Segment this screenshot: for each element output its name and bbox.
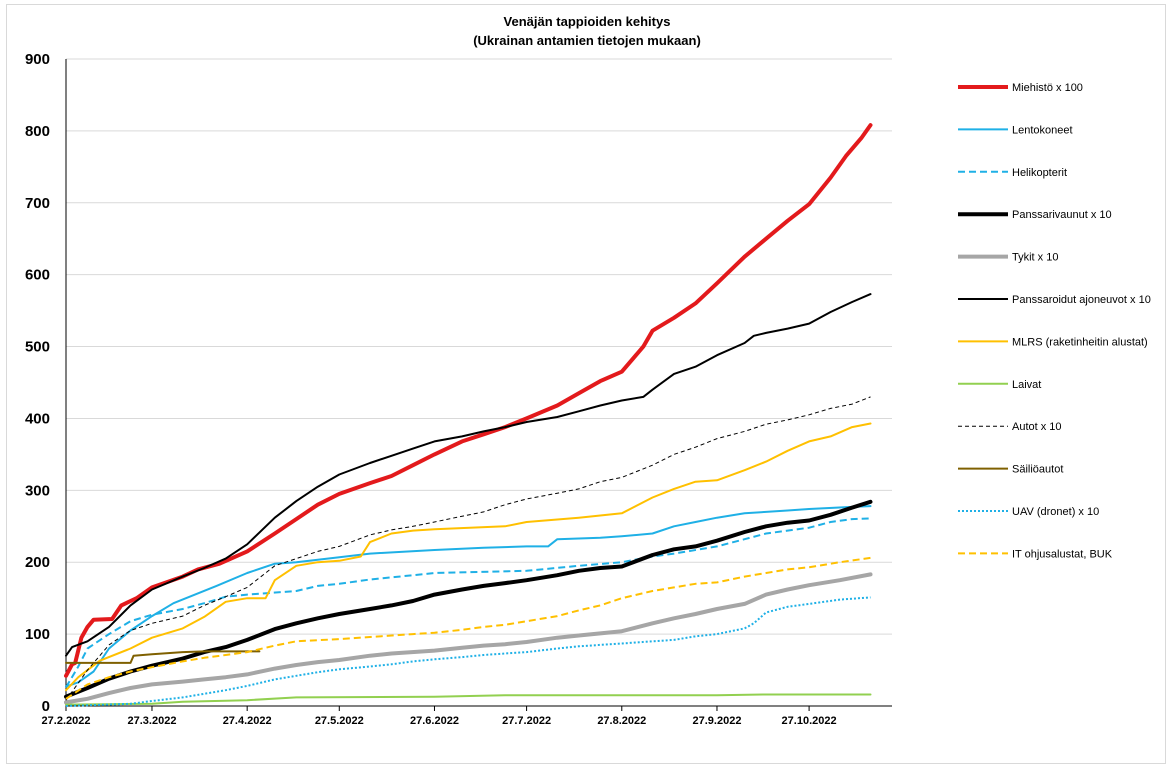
legend-label: Säiliöautot [1012,464,1063,476]
y-tick-label: 300 [25,482,50,499]
series-line [65,650,261,664]
series-line [65,422,872,692]
series-line [64,123,873,678]
legend-label: MLRS (raketinheitin alustat) [1012,336,1148,348]
x-tick-label: 27.2.2022 [42,715,91,727]
chart-frame [6,4,1166,764]
legend-label: Panssaroidut ajoneuvot x 10 [1012,294,1151,306]
legend-label: Tykit x 10 [1012,252,1058,264]
y-tick-label: 100 [25,626,50,643]
series-line [64,572,873,705]
x-tick-label: 27.9.2022 [693,715,742,727]
x-tick-label: 27.4.2022 [223,715,272,727]
series-line [65,517,871,688]
x-tick-label: 27.5.2022 [315,715,364,727]
chart-title: Venäjän tappioiden kehitys [504,14,671,29]
y-tick-label: 0 [42,698,50,715]
x-tick-labels: 27.2.2022 27.3.2022 27.4.2022 27.5.2022 27.6… [42,715,837,727]
legend-label: Autot x 10 [1012,421,1062,433]
y-tick-label: 900 [25,51,50,68]
series-line [64,499,873,699]
legend-label: Miehistö x 100 [1012,82,1083,94]
x-tick-label: 27.10.2022 [782,715,837,727]
y-tick-label: 700 [25,195,50,212]
y-tick-label: 200 [25,554,50,571]
x-tick-label: 27.6.2022 [410,715,459,727]
chart-subtitle: (Ukrainan antamien tietojen mukaan) [473,33,701,48]
y-tick-label: 600 [25,267,50,284]
legend-label: Panssarivaunut x 10 [1012,209,1112,221]
x-tick-label: 27.8.2022 [597,715,646,727]
y-tick-label: 800 [25,123,50,140]
legend-label: Lentokoneet [1012,124,1073,136]
series-line [65,596,871,707]
axes [65,59,892,711]
series-line [65,293,872,657]
x-tick-label: 27.7.2022 [502,715,551,727]
legend-label: IT ohjusalustat, BUK [1012,548,1113,560]
legend-label: Laivat [1012,379,1041,391]
gridlines [66,58,892,635]
y-tick-labels: 0 100 200 300 400 500 600 700 800 900 [25,51,50,715]
legend-label: UAV (dronet) x 10 [1012,506,1099,518]
y-tick-label: 400 [25,410,50,427]
x-tick-label: 27.3.2022 [128,715,177,727]
y-tick-label: 500 [25,339,50,356]
series-line [65,556,871,700]
series-line [65,396,871,701]
series-line [65,505,872,688]
legend-label: Helikopterit [1012,167,1067,179]
series-lines [64,123,873,707]
series-line [65,693,872,706]
legend: Miehistö x 100 Lentokoneet Helikopterit Pan… [958,82,1151,560]
